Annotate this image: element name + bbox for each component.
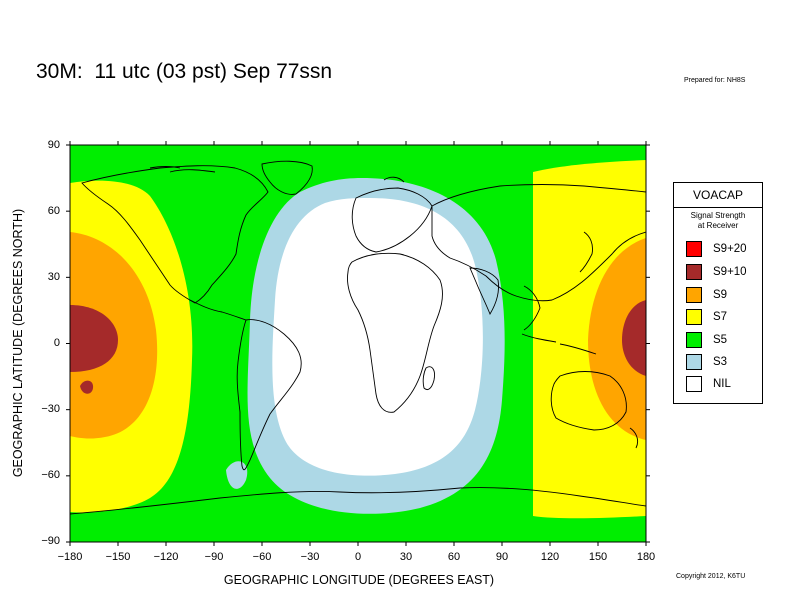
s9-zone-east [588, 238, 646, 440]
legend-swatch [686, 376, 702, 392]
x-axis-label: GEOGRAPHIC LONGITUDE (DEGREES EAST) [223, 573, 495, 587]
legend-swatch [686, 332, 702, 348]
s9plus10-zone-west [70, 305, 118, 372]
x-tick-label: 30 [399, 551, 413, 563]
x-tick-label: 60 [447, 551, 461, 563]
y-tick-label: 60 [47, 205, 60, 217]
coastlines [70, 160, 646, 515]
map-title: 30M: 11 utc (03 pst) Sep 77ssn [36, 60, 333, 83]
x-tick-label: 150 [588, 551, 608, 563]
legend-swatch [686, 309, 702, 325]
x-tick-label: 90 [495, 551, 509, 563]
s9plus10-spot-west [80, 380, 94, 394]
legend-label: S7 [713, 311, 728, 323]
y-tick-label: −60 [41, 469, 60, 481]
legend-subtitle: Signal Strength at Receiver [674, 211, 762, 231]
x-tick-label: −180 [57, 551, 83, 563]
x-tick-label: 0 [354, 551, 362, 563]
nil-zone [272, 198, 483, 476]
legend-swatch [686, 264, 702, 280]
copyright-note: Copyright 2012, K6TU [676, 573, 746, 580]
legend-swatch [686, 241, 702, 257]
legend-label: S5 [713, 334, 728, 346]
legend-label: NIL [713, 378, 731, 390]
x-tick-label: −120 [153, 551, 179, 563]
prepared-for-note: Prepared for: NH8S [684, 77, 746, 84]
legend-subtitle-line2: at Receiver [697, 221, 739, 230]
legend-swatch [686, 354, 702, 370]
y-tick-label: 0 [53, 337, 60, 349]
y-tick-label: −30 [41, 403, 60, 415]
x-tick-label: −30 [300, 551, 320, 563]
x-tick-label: 180 [636, 551, 656, 563]
legend-label: S9+20 [713, 243, 747, 255]
legend-title: VOACAP [674, 183, 762, 208]
s3-tongue-south-america [226, 461, 248, 489]
y-tick-label: 30 [47, 271, 60, 283]
legend-swatch [686, 287, 702, 303]
legend-label: S3 [713, 356, 728, 368]
legend-label: S9+10 [713, 266, 747, 278]
y-tick-label: −90 [41, 535, 60, 547]
y-axis-label: GEOGRAPHIC LATITUDE (DEGREES NORTH) [11, 208, 25, 478]
x-tick-label: 120 [540, 551, 560, 563]
x-tick-label: −90 [204, 551, 224, 563]
y-tick-label: 90 [47, 139, 60, 151]
signal-legend: VOACAP Signal Strength at Receiver S9+20… [673, 182, 763, 404]
x-tick-label: −60 [252, 551, 272, 563]
s9plus10-zone-east [622, 300, 646, 376]
legend-label: S9 [713, 289, 728, 301]
x-tick-label: −150 [105, 551, 131, 563]
legend-subtitle-line1: Signal Strength [690, 211, 746, 220]
